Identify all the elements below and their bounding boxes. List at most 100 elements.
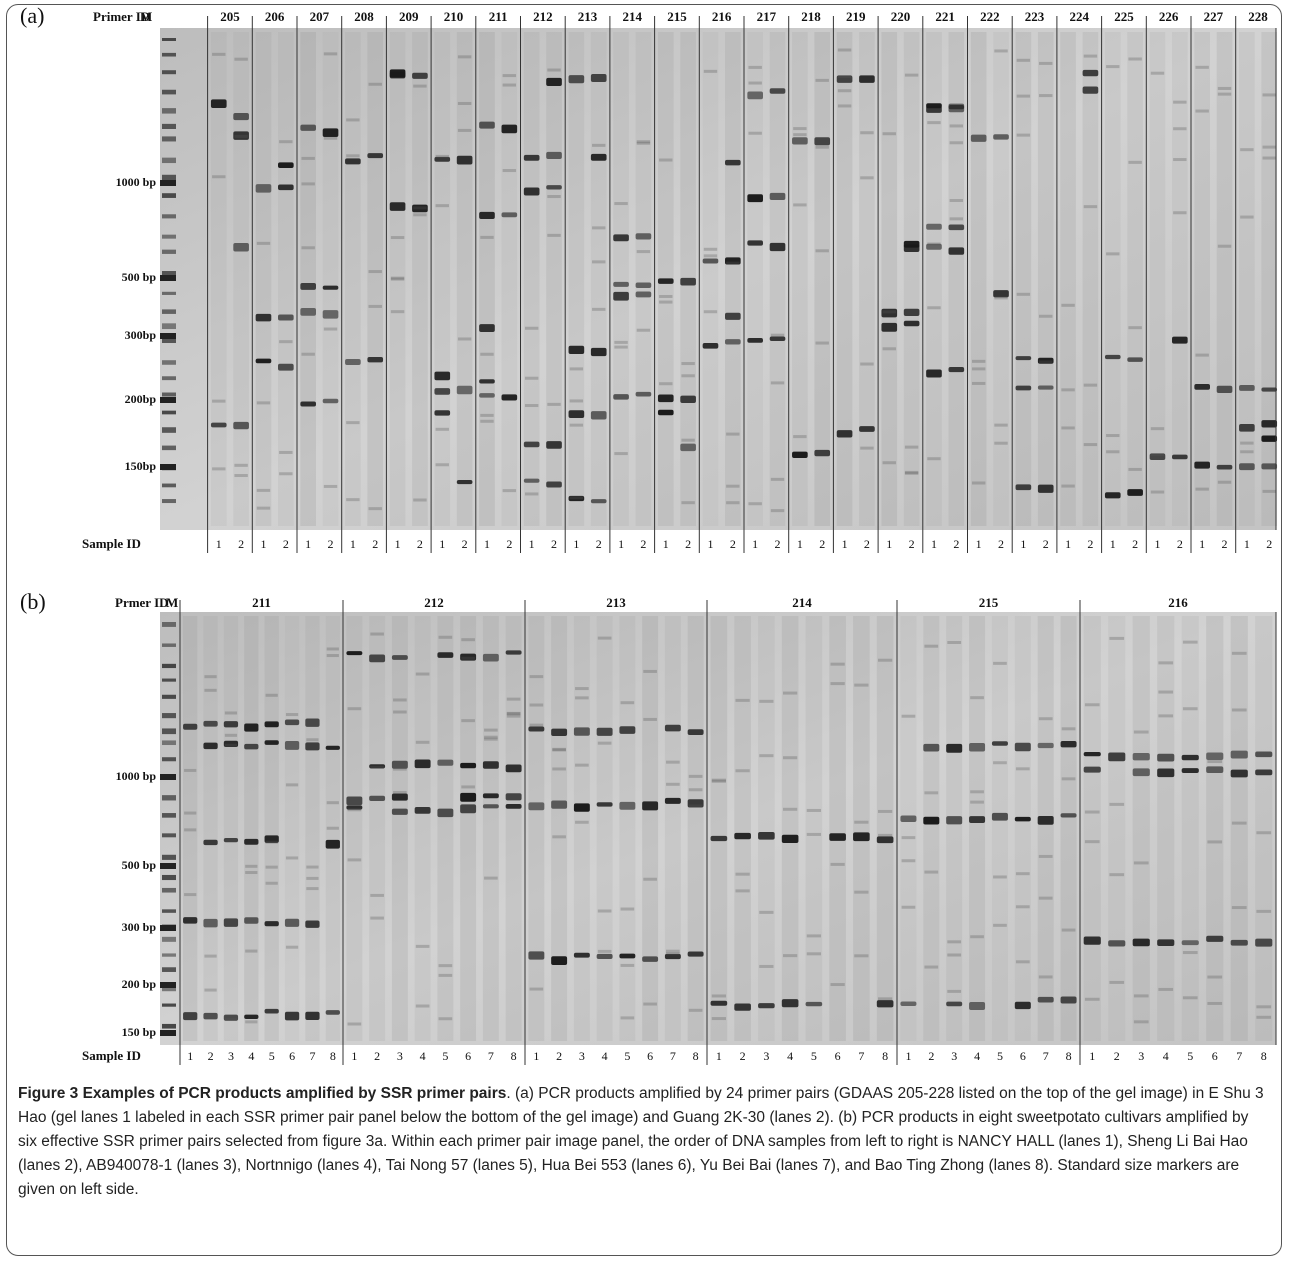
faint-band xyxy=(748,502,762,506)
band xyxy=(546,77,562,87)
lane-smear xyxy=(1132,616,1150,1041)
band xyxy=(546,441,562,449)
band xyxy=(568,75,585,84)
primer-id: 222 xyxy=(980,9,1000,24)
lane-smear xyxy=(758,616,775,1041)
faint-band xyxy=(830,862,845,866)
band xyxy=(747,194,763,203)
band xyxy=(725,339,741,345)
faint-band xyxy=(393,767,407,771)
faint-band xyxy=(1015,872,1030,876)
faint-band xyxy=(636,250,651,254)
faint-band xyxy=(1262,145,1276,149)
lane-smear xyxy=(1194,32,1210,526)
sample-lane-label: 2 xyxy=(1266,537,1272,551)
lane-smear xyxy=(1261,32,1278,526)
sample-lane-label: 2 xyxy=(685,537,691,551)
faint-band xyxy=(993,875,1007,879)
faint-band xyxy=(830,682,845,686)
faint-band xyxy=(854,954,869,958)
lane-smear xyxy=(479,32,495,526)
band xyxy=(437,808,454,818)
sample-lane-label: 1 xyxy=(1244,537,1250,551)
band xyxy=(590,73,607,83)
faint-band xyxy=(552,748,566,752)
faint-band xyxy=(368,270,382,274)
faint-band xyxy=(435,463,449,467)
sample-lane-label: 4 xyxy=(787,1049,793,1063)
faint-band xyxy=(279,450,293,454)
faint-band xyxy=(1262,156,1276,160)
band xyxy=(702,258,719,264)
faint-band xyxy=(1240,441,1254,445)
band xyxy=(1206,935,1224,942)
band xyxy=(546,151,562,160)
band xyxy=(969,816,986,823)
faint-band xyxy=(347,858,362,862)
faint-band xyxy=(860,446,874,450)
faint-band xyxy=(597,909,612,913)
faint-band xyxy=(1133,994,1149,998)
sample-lane-label: 2 xyxy=(208,1049,214,1063)
band xyxy=(1230,750,1248,759)
band xyxy=(829,833,846,841)
faint-band xyxy=(904,470,919,474)
band xyxy=(322,128,339,138)
faint-band xyxy=(184,893,197,897)
primer-id: 228 xyxy=(1248,9,1268,24)
faint-band xyxy=(480,235,494,239)
faint-band xyxy=(924,965,939,969)
band xyxy=(460,792,477,802)
ladder-band xyxy=(160,275,176,281)
faint-band xyxy=(1231,651,1247,655)
band xyxy=(434,371,451,381)
sample-lane-label: 1 xyxy=(707,537,713,551)
faint-band xyxy=(1217,480,1232,484)
faint-band xyxy=(927,457,941,461)
sample-lane-label: 3 xyxy=(763,1049,769,1063)
lane-smear xyxy=(1083,616,1101,1041)
faint-band xyxy=(681,438,695,442)
band xyxy=(1014,1001,1031,1010)
faint-band xyxy=(592,307,606,311)
primer-id: 225 xyxy=(1114,9,1134,24)
faint-band xyxy=(502,489,517,493)
faint-band xyxy=(703,247,718,251)
faint-band xyxy=(770,509,785,513)
band xyxy=(244,723,259,732)
faint-band xyxy=(265,865,278,869)
faint-band xyxy=(529,987,544,991)
faint-band xyxy=(703,254,718,258)
band xyxy=(523,478,540,483)
band xyxy=(769,336,786,342)
faint-band xyxy=(1150,453,1165,457)
lane-smear xyxy=(528,616,545,1041)
lane-smear xyxy=(1172,32,1188,526)
faint-band xyxy=(524,376,539,380)
faint-band xyxy=(1106,65,1120,69)
faint-band xyxy=(878,997,893,1001)
band xyxy=(1255,751,1273,758)
ladder-band xyxy=(162,108,176,114)
lane-smear xyxy=(391,616,408,1041)
ladder-band xyxy=(162,740,176,746)
faint-band xyxy=(552,835,566,839)
ladder-band xyxy=(162,499,176,504)
faint-band xyxy=(1061,388,1075,392)
faint-band xyxy=(970,800,984,804)
sample-lane-label: 1 xyxy=(1110,537,1116,551)
faint-band xyxy=(681,501,695,505)
faint-band xyxy=(971,381,986,385)
band xyxy=(1037,996,1054,1003)
sample-lane-label: 1 xyxy=(187,1049,193,1063)
faint-band xyxy=(1109,802,1125,806)
sample-lane-label: 2 xyxy=(1177,537,1183,551)
faint-band xyxy=(688,774,703,778)
faint-band xyxy=(234,474,248,478)
size-marker-label: 500 bp xyxy=(122,270,157,284)
faint-band xyxy=(993,661,1007,665)
primer-id: 207 xyxy=(310,9,330,24)
band xyxy=(278,363,294,371)
band xyxy=(1239,424,1255,432)
faint-band xyxy=(1106,252,1120,256)
